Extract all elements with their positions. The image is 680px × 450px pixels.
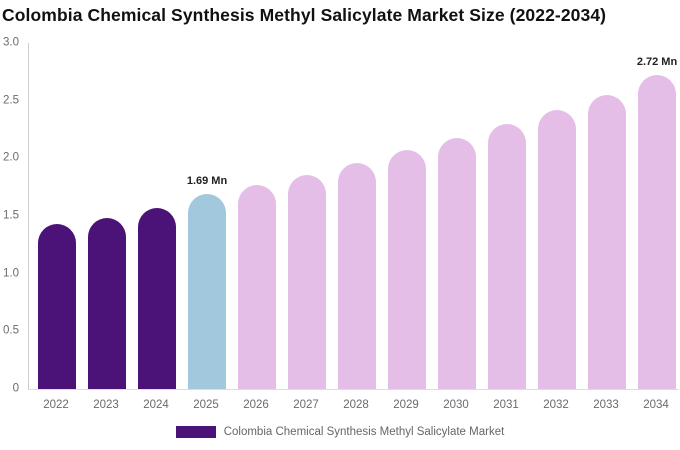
bar-2025[interactable]	[188, 194, 226, 389]
bar-2033[interactable]	[588, 94, 626, 389]
y-tick-0.5: 0.5	[3, 324, 19, 337]
x-label-2030: 2030	[443, 399, 469, 411]
y-tick-3.0: 3.0	[3, 36, 19, 49]
y-tick-1.0: 1.0	[3, 266, 19, 279]
bar-2022[interactable]	[38, 224, 76, 389]
bar-2024[interactable]	[138, 207, 176, 389]
legend-item[interactable]: Colombia Chemical Synthesis Methyl Salic…	[0, 426, 680, 438]
bar-2030[interactable]	[438, 137, 476, 389]
x-label-2033: 2033	[593, 399, 619, 411]
x-label-2032: 2032	[543, 399, 569, 411]
y-tick-2.0: 2.0	[3, 151, 19, 164]
y-tick-2.5: 2.5	[3, 93, 19, 106]
bar-2027[interactable]	[288, 174, 326, 389]
bar-2029[interactable]	[388, 150, 426, 389]
x-label-2026: 2026	[243, 399, 269, 411]
legend-label: Colombia Chemical Synthesis Methyl Salic…	[223, 426, 505, 438]
bar-2034[interactable]	[638, 75, 676, 389]
legend-swatch-icon	[175, 426, 216, 438]
bar-2031[interactable]	[488, 123, 526, 389]
x-label-2031: 2031	[493, 399, 519, 411]
x-label-2024: 2024	[143, 399, 169, 411]
x-label-2029: 2029	[393, 399, 419, 411]
y-tick-0: 0	[12, 382, 19, 395]
bar-2028[interactable]	[338, 162, 376, 389]
data-label-2034: 2.72 Mn	[636, 56, 678, 69]
x-label-2023: 2023	[93, 399, 119, 411]
chart-title: Colombia Chemical Synthesis Methyl Salic…	[2, 5, 607, 25]
data-label-2025: 1.69 Mn	[186, 175, 228, 188]
x-label-2022: 2022	[43, 399, 69, 411]
x-label-2025: 2025	[193, 399, 219, 411]
bar-2023[interactable]	[88, 218, 126, 389]
x-label-2028: 2028	[343, 399, 369, 411]
x-label-2027: 2027	[293, 399, 319, 411]
y-tick-1.5: 1.5	[3, 209, 19, 222]
plot-area: 1.69 Mn 2.72 Mn	[28, 43, 679, 390]
bar-2032[interactable]	[538, 109, 576, 389]
bar-2026[interactable]	[238, 184, 276, 389]
x-label-2034: 2034	[643, 399, 669, 411]
